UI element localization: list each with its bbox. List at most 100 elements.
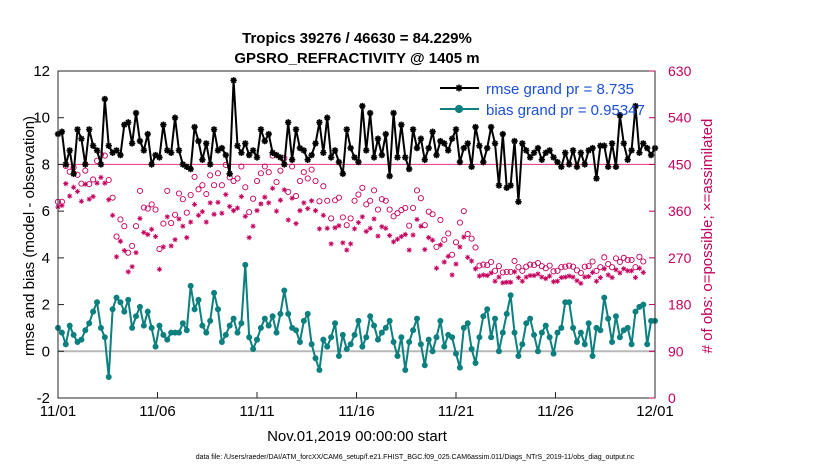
assimilated-point-glyph xyxy=(129,264,135,270)
rmse-point xyxy=(562,149,569,156)
rmse-point-glyph xyxy=(643,144,651,152)
assimilated-point-glyph xyxy=(597,274,603,281)
possible-point xyxy=(367,197,374,204)
right-y-tick-label: 180 xyxy=(668,297,692,313)
bias-point xyxy=(175,329,182,336)
rmse-point-glyph xyxy=(460,144,468,152)
bias-point xyxy=(234,329,241,336)
possible-point xyxy=(144,205,151,212)
rmse-point-glyph xyxy=(452,126,460,133)
assimilated-point xyxy=(550,279,557,285)
assimilated-point-glyph xyxy=(601,266,607,272)
possible-point xyxy=(351,197,358,204)
assimilated-point xyxy=(258,201,264,207)
possible-point xyxy=(476,262,483,269)
bias-point xyxy=(62,341,69,348)
assimilated-point-glyph xyxy=(63,181,69,187)
assimilated-point xyxy=(297,208,303,214)
bias-point xyxy=(507,292,514,299)
rmse-point xyxy=(374,135,382,142)
assimilated-point-glyph xyxy=(574,278,580,284)
rmse-point-glyph xyxy=(249,147,257,154)
assimilated-point xyxy=(277,197,284,203)
assimilated-point-glyph xyxy=(422,246,428,253)
assimilated-point xyxy=(199,209,205,215)
assimilated-point-glyph xyxy=(508,279,514,285)
footer-data-file: data file: /Users/raeder/DAI/ATM_forcXX/… xyxy=(196,454,635,461)
assimilated-point xyxy=(531,272,537,279)
bias-point xyxy=(164,336,171,343)
possible-point xyxy=(413,187,421,194)
bias-point xyxy=(534,348,541,355)
possible-point xyxy=(109,194,116,201)
rmse-point-glyph xyxy=(214,147,222,154)
x-tick-label: 11/21 xyxy=(438,403,474,420)
rmse-point xyxy=(70,170,77,177)
possible-point xyxy=(640,258,647,265)
assimilated-point xyxy=(367,225,373,231)
rmse-point xyxy=(125,119,132,126)
bias-point xyxy=(480,313,487,320)
rmse-point-glyph xyxy=(261,137,269,145)
possible-point xyxy=(277,167,284,174)
rmse-point xyxy=(573,163,581,170)
bias-point xyxy=(367,313,374,320)
assimilated-point-glyph xyxy=(609,274,615,281)
possible-point xyxy=(316,198,323,205)
possible-point xyxy=(289,163,296,170)
possible-point xyxy=(105,176,112,184)
assimilated-point-glyph xyxy=(277,197,284,203)
y-tick-label: 8 xyxy=(42,156,50,173)
assimilated-point-glyph xyxy=(523,274,529,280)
rmse-point xyxy=(421,156,428,163)
rmse-point-glyph xyxy=(109,149,116,156)
assimilated-point-glyph xyxy=(535,271,541,277)
rmse-point-glyph xyxy=(386,172,393,180)
possible-point xyxy=(296,177,303,185)
rmse-point-glyph xyxy=(144,130,151,138)
assimilated-point-glyph xyxy=(215,199,221,205)
rmse-point xyxy=(480,158,487,166)
rmse-point-glyph xyxy=(277,154,284,161)
rmse-point xyxy=(558,163,565,170)
bias-point xyxy=(644,341,651,348)
rmse-point-glyph xyxy=(167,149,175,156)
assimilated-point xyxy=(453,261,459,267)
bias-point xyxy=(472,359,479,366)
rmse-point xyxy=(468,163,475,170)
rmse-point-glyph xyxy=(355,158,362,166)
rmse-point xyxy=(363,147,370,154)
rmse-point-glyph xyxy=(191,123,198,131)
assimilated-point-glyph xyxy=(550,279,557,285)
rmse-point-glyph xyxy=(132,109,140,117)
bias-point xyxy=(82,327,89,334)
assimilated-point xyxy=(519,278,525,284)
rmse-point xyxy=(273,151,280,159)
bias-point xyxy=(363,334,370,341)
assimilated-point-glyph xyxy=(554,278,561,284)
assimilated-point xyxy=(441,259,447,265)
assimilated-point xyxy=(640,269,646,275)
rmse-point xyxy=(433,151,440,159)
assimilated-point xyxy=(207,200,213,206)
rmse-point xyxy=(460,144,468,152)
assimilated-point xyxy=(398,233,404,240)
possible-point xyxy=(484,262,491,269)
assimilated-point xyxy=(632,274,639,281)
assimilated-point-glyph xyxy=(242,213,248,219)
assimilated-point xyxy=(344,247,350,253)
assimilated-point-glyph xyxy=(582,274,588,280)
possible-point xyxy=(546,262,553,269)
assimilated-point-glyph xyxy=(375,233,381,239)
assimilated-point xyxy=(293,221,299,227)
assimilated-point-glyph xyxy=(496,274,502,280)
rmse-point-glyph xyxy=(499,130,507,138)
bias-point xyxy=(179,320,186,327)
assimilated-point-glyph xyxy=(195,212,202,218)
rmse-point-glyph xyxy=(523,147,530,154)
possible-point xyxy=(472,244,479,251)
assimilated-point-glyph xyxy=(145,231,151,238)
rmse-point xyxy=(148,161,155,168)
rmse-point-glyph xyxy=(487,123,495,131)
